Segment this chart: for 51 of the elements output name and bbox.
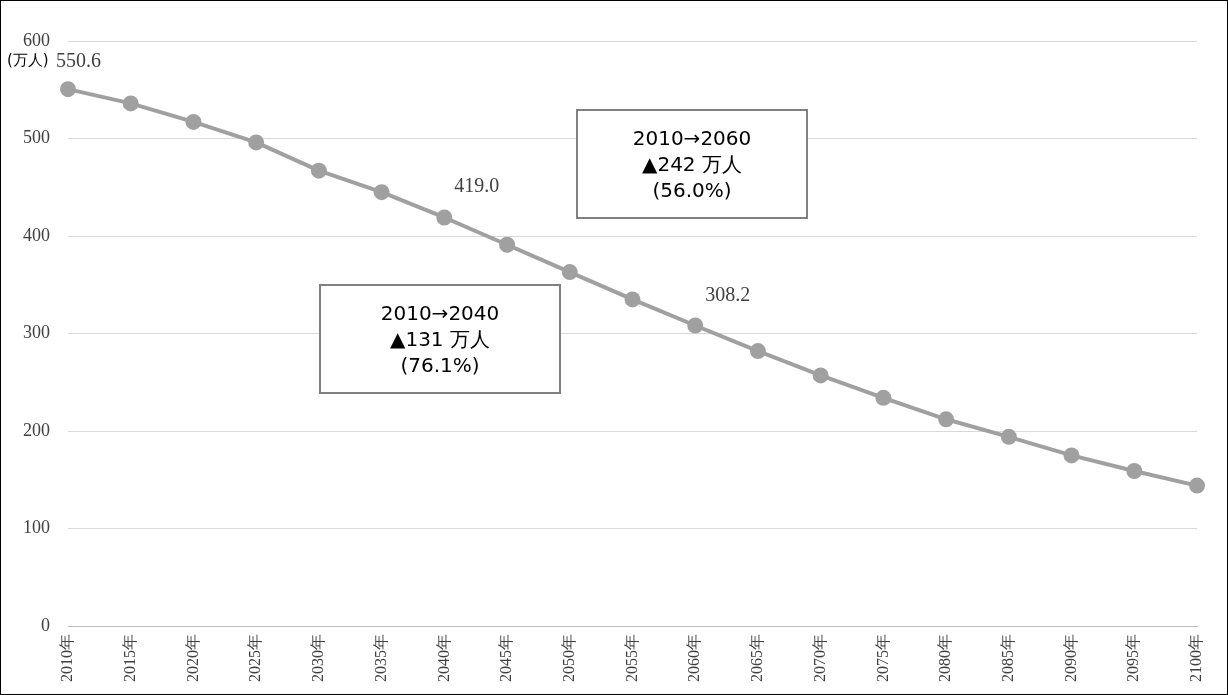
point: [1126, 462, 1143, 479]
point: [1189, 477, 1205, 494]
x-tick-label: 2030年: [309, 634, 327, 682]
point: [436, 209, 453, 226]
x-tick-label: 2085年: [999, 634, 1017, 682]
point: [1063, 447, 1080, 464]
y-tick-label: 500: [23, 127, 50, 148]
x-tick-label: 2055年: [622, 634, 640, 682]
y-tick-label: 400: [23, 224, 50, 245]
point: [749, 343, 766, 360]
x-tick-label: 2075年: [873, 634, 891, 682]
y-tick-label: 300: [23, 322, 50, 343]
data-label: 308.2: [705, 282, 751, 305]
x-tick-label: 2100年: [1187, 634, 1205, 682]
x-tick-label: 2015年: [120, 634, 138, 682]
point: [499, 236, 516, 253]
x-tick-label: 2060年: [685, 634, 703, 682]
y-tick-label: 100: [23, 517, 50, 538]
x-tick-label: 2025年: [246, 634, 264, 682]
point: [310, 162, 327, 179]
y-axis-title: (万人): [7, 51, 49, 70]
data-label: 419.0: [454, 174, 500, 197]
note-box: 2010→2040 ▲131 万人 (76.1%): [319, 284, 561, 394]
x-tick-label: 2080年: [936, 634, 954, 682]
point: [122, 95, 139, 112]
x-tick-label: 2090年: [1061, 634, 1079, 682]
x-tick-label: 2010年: [58, 634, 76, 682]
point: [60, 81, 76, 98]
x-tick-label: 2045年: [497, 634, 515, 682]
x-tick-label: 2070年: [810, 634, 828, 682]
x-tick-label: 2065年: [748, 634, 766, 682]
point: [373, 184, 390, 201]
point: [1000, 428, 1017, 445]
x-tick-label: 2035年: [371, 634, 389, 682]
y-tick-label: 600: [23, 29, 50, 50]
point: [185, 113, 202, 130]
point: [812, 367, 829, 384]
y-tick-label: 200: [23, 419, 50, 440]
data-label: 550.6: [56, 49, 101, 72]
point: [624, 291, 641, 308]
point: [875, 389, 892, 406]
x-tick-label: 2020年: [183, 634, 201, 682]
point: [938, 411, 955, 428]
y-tick-label: 0: [41, 614, 50, 635]
x-tick-label: 2050年: [559, 634, 577, 682]
x-tick-label: 2040年: [434, 634, 452, 682]
point: [687, 317, 704, 334]
note-box: 2010→2060 ▲242 万人 (56.0%): [576, 109, 808, 219]
point: [248, 134, 265, 151]
x-tick-label: 2095年: [1124, 634, 1142, 682]
point: [561, 264, 578, 281]
